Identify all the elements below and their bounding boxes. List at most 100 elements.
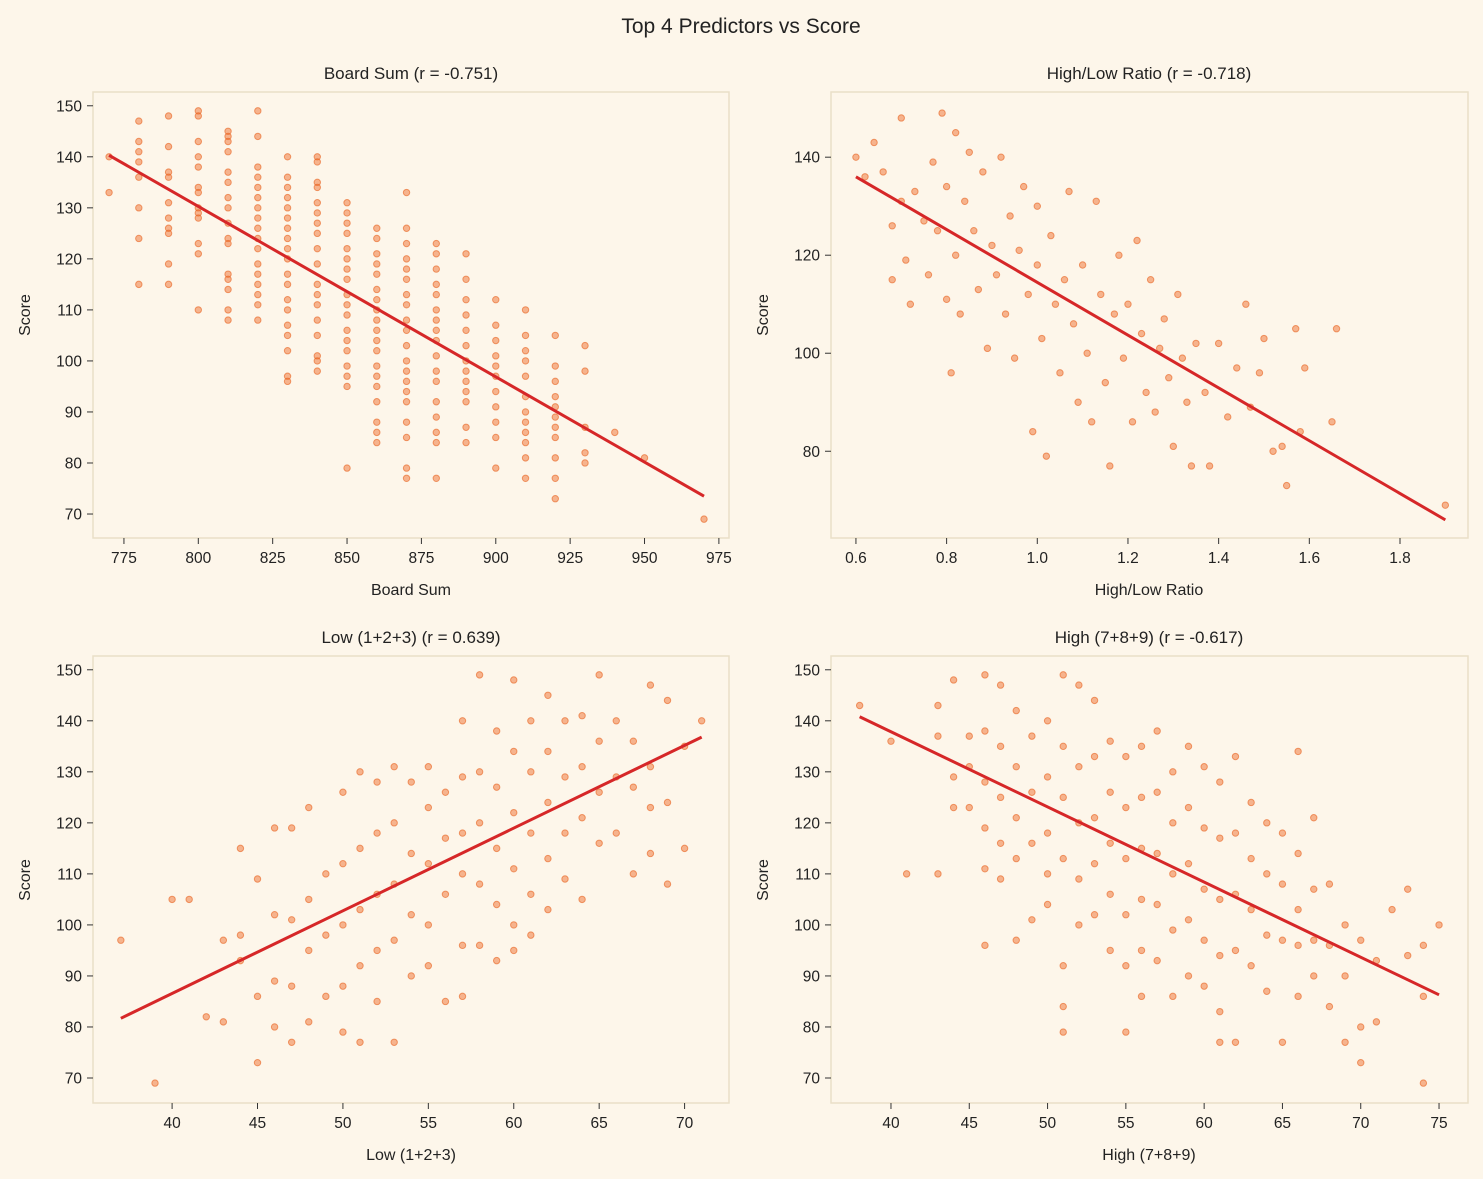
data-point (1042, 452, 1051, 460)
x-tick-label: 45 (961, 1115, 978, 1132)
data-point (1282, 481, 1291, 490)
data-point (1010, 354, 1019, 362)
data-point (929, 158, 937, 166)
data-point (1153, 849, 1161, 858)
data-point (544, 905, 552, 914)
data-point (373, 778, 381, 786)
data-point (283, 173, 292, 181)
x-tick-label: 55 (1117, 1115, 1134, 1132)
data-point (343, 265, 351, 273)
data-point (1137, 992, 1146, 1001)
data-point (1187, 462, 1196, 470)
data-point (458, 829, 467, 837)
y-tick-label: 130 (794, 764, 820, 781)
data-point (1216, 778, 1224, 786)
data-point (283, 321, 292, 329)
data-point (581, 367, 589, 375)
data-point (1015, 246, 1023, 255)
data-point (1142, 388, 1150, 397)
y-tick-label: 140 (56, 149, 82, 166)
data-point (1001, 310, 1010, 318)
data-point (611, 428, 619, 437)
x-tick-label: 925 (557, 550, 583, 567)
subplot-high-789: High (7+8+9) (r = -0.617) High (7+8+9) S… (755, 628, 1469, 1164)
y-axis-label: Score (17, 294, 34, 336)
data-point (224, 168, 232, 176)
y-tick-label: 150 (56, 98, 82, 115)
data-point (313, 209, 321, 217)
data-point (1075, 875, 1083, 883)
data-point (458, 773, 467, 781)
subplot-title: Low (1+2+3) (r = 0.639) (321, 628, 500, 647)
y-tick-label: 70 (65, 1070, 83, 1087)
y-tick-label: 80 (65, 455, 83, 472)
data-point (432, 413, 440, 421)
data-point (492, 387, 500, 396)
data-point (1372, 1018, 1381, 1026)
data-point (1419, 992, 1428, 1001)
data-point (1184, 742, 1193, 751)
data-point (1078, 261, 1087, 269)
data-point (441, 890, 450, 898)
data-point (1012, 936, 1020, 944)
data-point (339, 859, 347, 868)
data-point (1033, 261, 1041, 269)
data-point (373, 336, 381, 345)
data-point (432, 316, 440, 324)
data-point (492, 403, 500, 411)
plot-area (92, 91, 730, 539)
data-point (283, 153, 292, 161)
data-point (373, 326, 381, 335)
data-point (1059, 962, 1067, 970)
data-point (578, 763, 586, 771)
data-point (1294, 849, 1302, 858)
data-point (1169, 870, 1177, 878)
data-point (578, 895, 586, 904)
data-point (1301, 364, 1309, 372)
data-point (373, 946, 381, 955)
data-point (1028, 839, 1036, 847)
data-point (492, 727, 501, 735)
data-point (1325, 880, 1334, 888)
data-point (390, 936, 398, 944)
data-point (1183, 398, 1191, 406)
data-point (283, 347, 292, 355)
data-point (135, 148, 143, 156)
data-point (951, 251, 960, 259)
data-point (956, 310, 964, 318)
data-point (194, 188, 203, 197)
data-point (432, 250, 440, 258)
y-tick-label: 110 (795, 866, 820, 883)
data-point (254, 260, 262, 268)
data-point (1106, 839, 1114, 847)
data-point (1169, 442, 1178, 451)
data-point (185, 895, 193, 904)
data-point (1169, 819, 1177, 827)
data-point (1184, 859, 1193, 868)
data-point (578, 814, 586, 822)
x-axis-label: High (7+8+9) (1102, 1147, 1195, 1164)
x-tick-label: 0.6 (845, 550, 867, 567)
data-point (1137, 793, 1146, 802)
data-point (1419, 941, 1428, 950)
x-tick-label: 70 (676, 1115, 694, 1132)
data-point (402, 290, 411, 299)
data-point (373, 234, 381, 243)
data-point (432, 265, 440, 273)
y-tick-label: 70 (803, 1070, 821, 1087)
x-tick-label: 65 (1274, 1115, 1291, 1132)
y-tick-label: 80 (65, 1019, 83, 1036)
data-point (934, 732, 942, 740)
data-point (254, 316, 262, 324)
x-tick-label: 900 (483, 550, 509, 567)
data-point (1090, 859, 1099, 868)
data-point (313, 260, 321, 268)
data-point (949, 773, 958, 781)
data-point (629, 783, 638, 791)
data-point (283, 224, 292, 232)
data-point (390, 819, 398, 827)
data-point (343, 244, 351, 253)
data-point (1024, 290, 1032, 299)
data-point (581, 459, 589, 467)
data-point (996, 875, 1005, 883)
